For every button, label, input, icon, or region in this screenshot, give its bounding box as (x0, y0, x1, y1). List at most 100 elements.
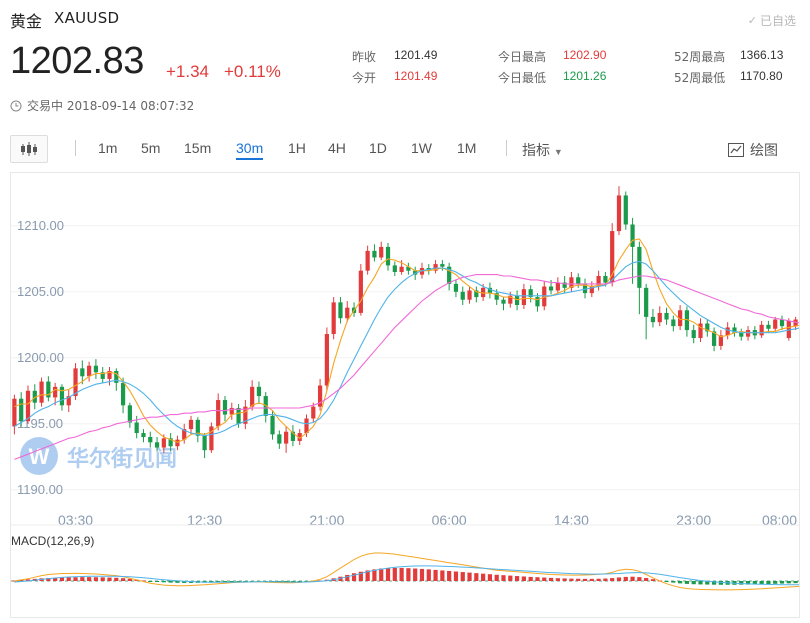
x-tick-label: 23:00 (676, 512, 711, 528)
macd-bar (555, 578, 560, 581)
macd-bar (154, 581, 160, 582)
macd-bar (745, 581, 751, 585)
watchlist-toggle[interactable]: ✓ 已自选 (748, 12, 796, 29)
chart-toolbar: 1m 5m 15m 30m 1H 4H 1D 1W 1M 指标 ▼ 绘图 (10, 134, 800, 164)
macd-bar (779, 581, 785, 584)
macd-bar (46, 577, 51, 581)
macd-bar (80, 577, 85, 581)
caret-down-icon: ▼ (553, 147, 563, 157)
interval-15m[interactable]: 15m (184, 140, 212, 156)
macd-bar (521, 576, 526, 581)
check-icon: ✓ (747, 14, 757, 27)
candle-body (277, 434, 282, 444)
candle-body (745, 330, 751, 337)
macd-bar (379, 568, 384, 581)
candle-body (711, 331, 717, 346)
chart-panel[interactable]: W 华尔街见闻 1210.00 1205.00 1200.00 1195.00 1190… (10, 172, 810, 618)
price-chart[interactable]: W 华尔街见闻 1210.00 1205.00 1200.00 1195.00 1190… (11, 173, 810, 617)
candle-body (508, 295, 513, 304)
draw-chart-icon (728, 143, 744, 157)
y-tick-label: 1190.00 (17, 482, 63, 497)
moving-averages (14, 238, 810, 460)
macd-bar (290, 581, 296, 582)
interval-1D[interactable]: 1D (369, 140, 387, 156)
macd-bar (487, 574, 493, 581)
price-change: +1.34 (166, 62, 210, 81)
candle-body (786, 320, 791, 338)
candle-body (569, 277, 574, 288)
x-tick-label: 21:00 (309, 512, 344, 528)
watermark-text: 华尔街见闻 (67, 446, 177, 472)
macd-bar (535, 577, 540, 581)
interval-1m[interactable]: 1m (98, 140, 118, 156)
candlestick-type-button[interactable] (10, 135, 48, 163)
macd-bar (25, 579, 31, 581)
candle-body (481, 287, 486, 298)
candle-body (548, 286, 554, 291)
candle-body (460, 291, 465, 300)
watermark-logo-glyph: W (29, 444, 50, 469)
ma-short-line (14, 238, 810, 443)
candle-body (188, 419, 194, 430)
candle-body (12, 398, 17, 427)
interval-4H[interactable]: 4H (328, 140, 346, 156)
candle-body (182, 429, 187, 440)
candle-body (535, 297, 540, 307)
macd-bar (120, 578, 126, 581)
candle-body (243, 406, 248, 424)
candle-body (311, 406, 316, 419)
interval-1H[interactable]: 1H (288, 140, 306, 156)
macd-bar (603, 578, 608, 581)
stat-value: 1201.49 (394, 69, 438, 83)
candle-body (195, 419, 200, 436)
candle-body (644, 287, 649, 317)
candle-body (793, 319, 798, 327)
candle-body (290, 431, 296, 441)
candle-body (725, 327, 730, 336)
macd-dea-line (14, 565, 810, 586)
macd-bar (582, 578, 588, 581)
macd-bar (610, 578, 615, 581)
macd-bar (630, 576, 635, 581)
stat-label: 昨收 (352, 50, 377, 64)
candle-body (46, 381, 51, 398)
candle-body (576, 277, 581, 284)
candle-body (25, 390, 31, 422)
ma-long-line (14, 274, 810, 460)
macd-bar (664, 581, 669, 582)
macd-bar (392, 567, 397, 581)
macd-bar (481, 573, 486, 581)
x-tick-label: 06:00 (432, 512, 467, 528)
candle-body (134, 422, 139, 434)
draw-button[interactable]: 绘图 (728, 140, 778, 160)
macd-bar (786, 581, 791, 584)
candle-body (114, 371, 119, 383)
macd-bar (678, 581, 683, 584)
x-axis: 03:30 12:30 21:00 06:00 14:30 23:00 08:00 (58, 512, 797, 528)
candle-body (603, 275, 608, 283)
macd-bar (243, 581, 248, 582)
macd-bar (616, 577, 622, 581)
candle-body (616, 195, 622, 232)
macd-dif-line (14, 552, 810, 591)
interval-30m[interactable]: 30m (236, 140, 264, 160)
candle-body (317, 385, 323, 407)
y-tick-label: 1210.00 (17, 218, 64, 233)
macd-bar (650, 579, 656, 581)
indicator-menu[interactable]: 指标 ▼ (522, 140, 563, 160)
macd-bar (372, 569, 377, 581)
stat-value: 1202.90 (563, 48, 607, 62)
stat-label: 52周最低 (674, 71, 726, 85)
chart-grid (11, 225, 799, 491)
stat-label: 今日最高 (498, 50, 547, 64)
macd-bar (338, 576, 343, 581)
interval-5m[interactable]: 5m (141, 140, 161, 156)
macd-bar (542, 577, 547, 581)
macd-bar (460, 572, 465, 581)
candle-body (284, 431, 289, 444)
candle-body (372, 250, 377, 258)
interval-1W[interactable]: 1W (411, 140, 432, 156)
macd-bar (19, 579, 24, 581)
candle-body (168, 438, 173, 447)
interval-1M[interactable]: 1M (457, 140, 477, 156)
